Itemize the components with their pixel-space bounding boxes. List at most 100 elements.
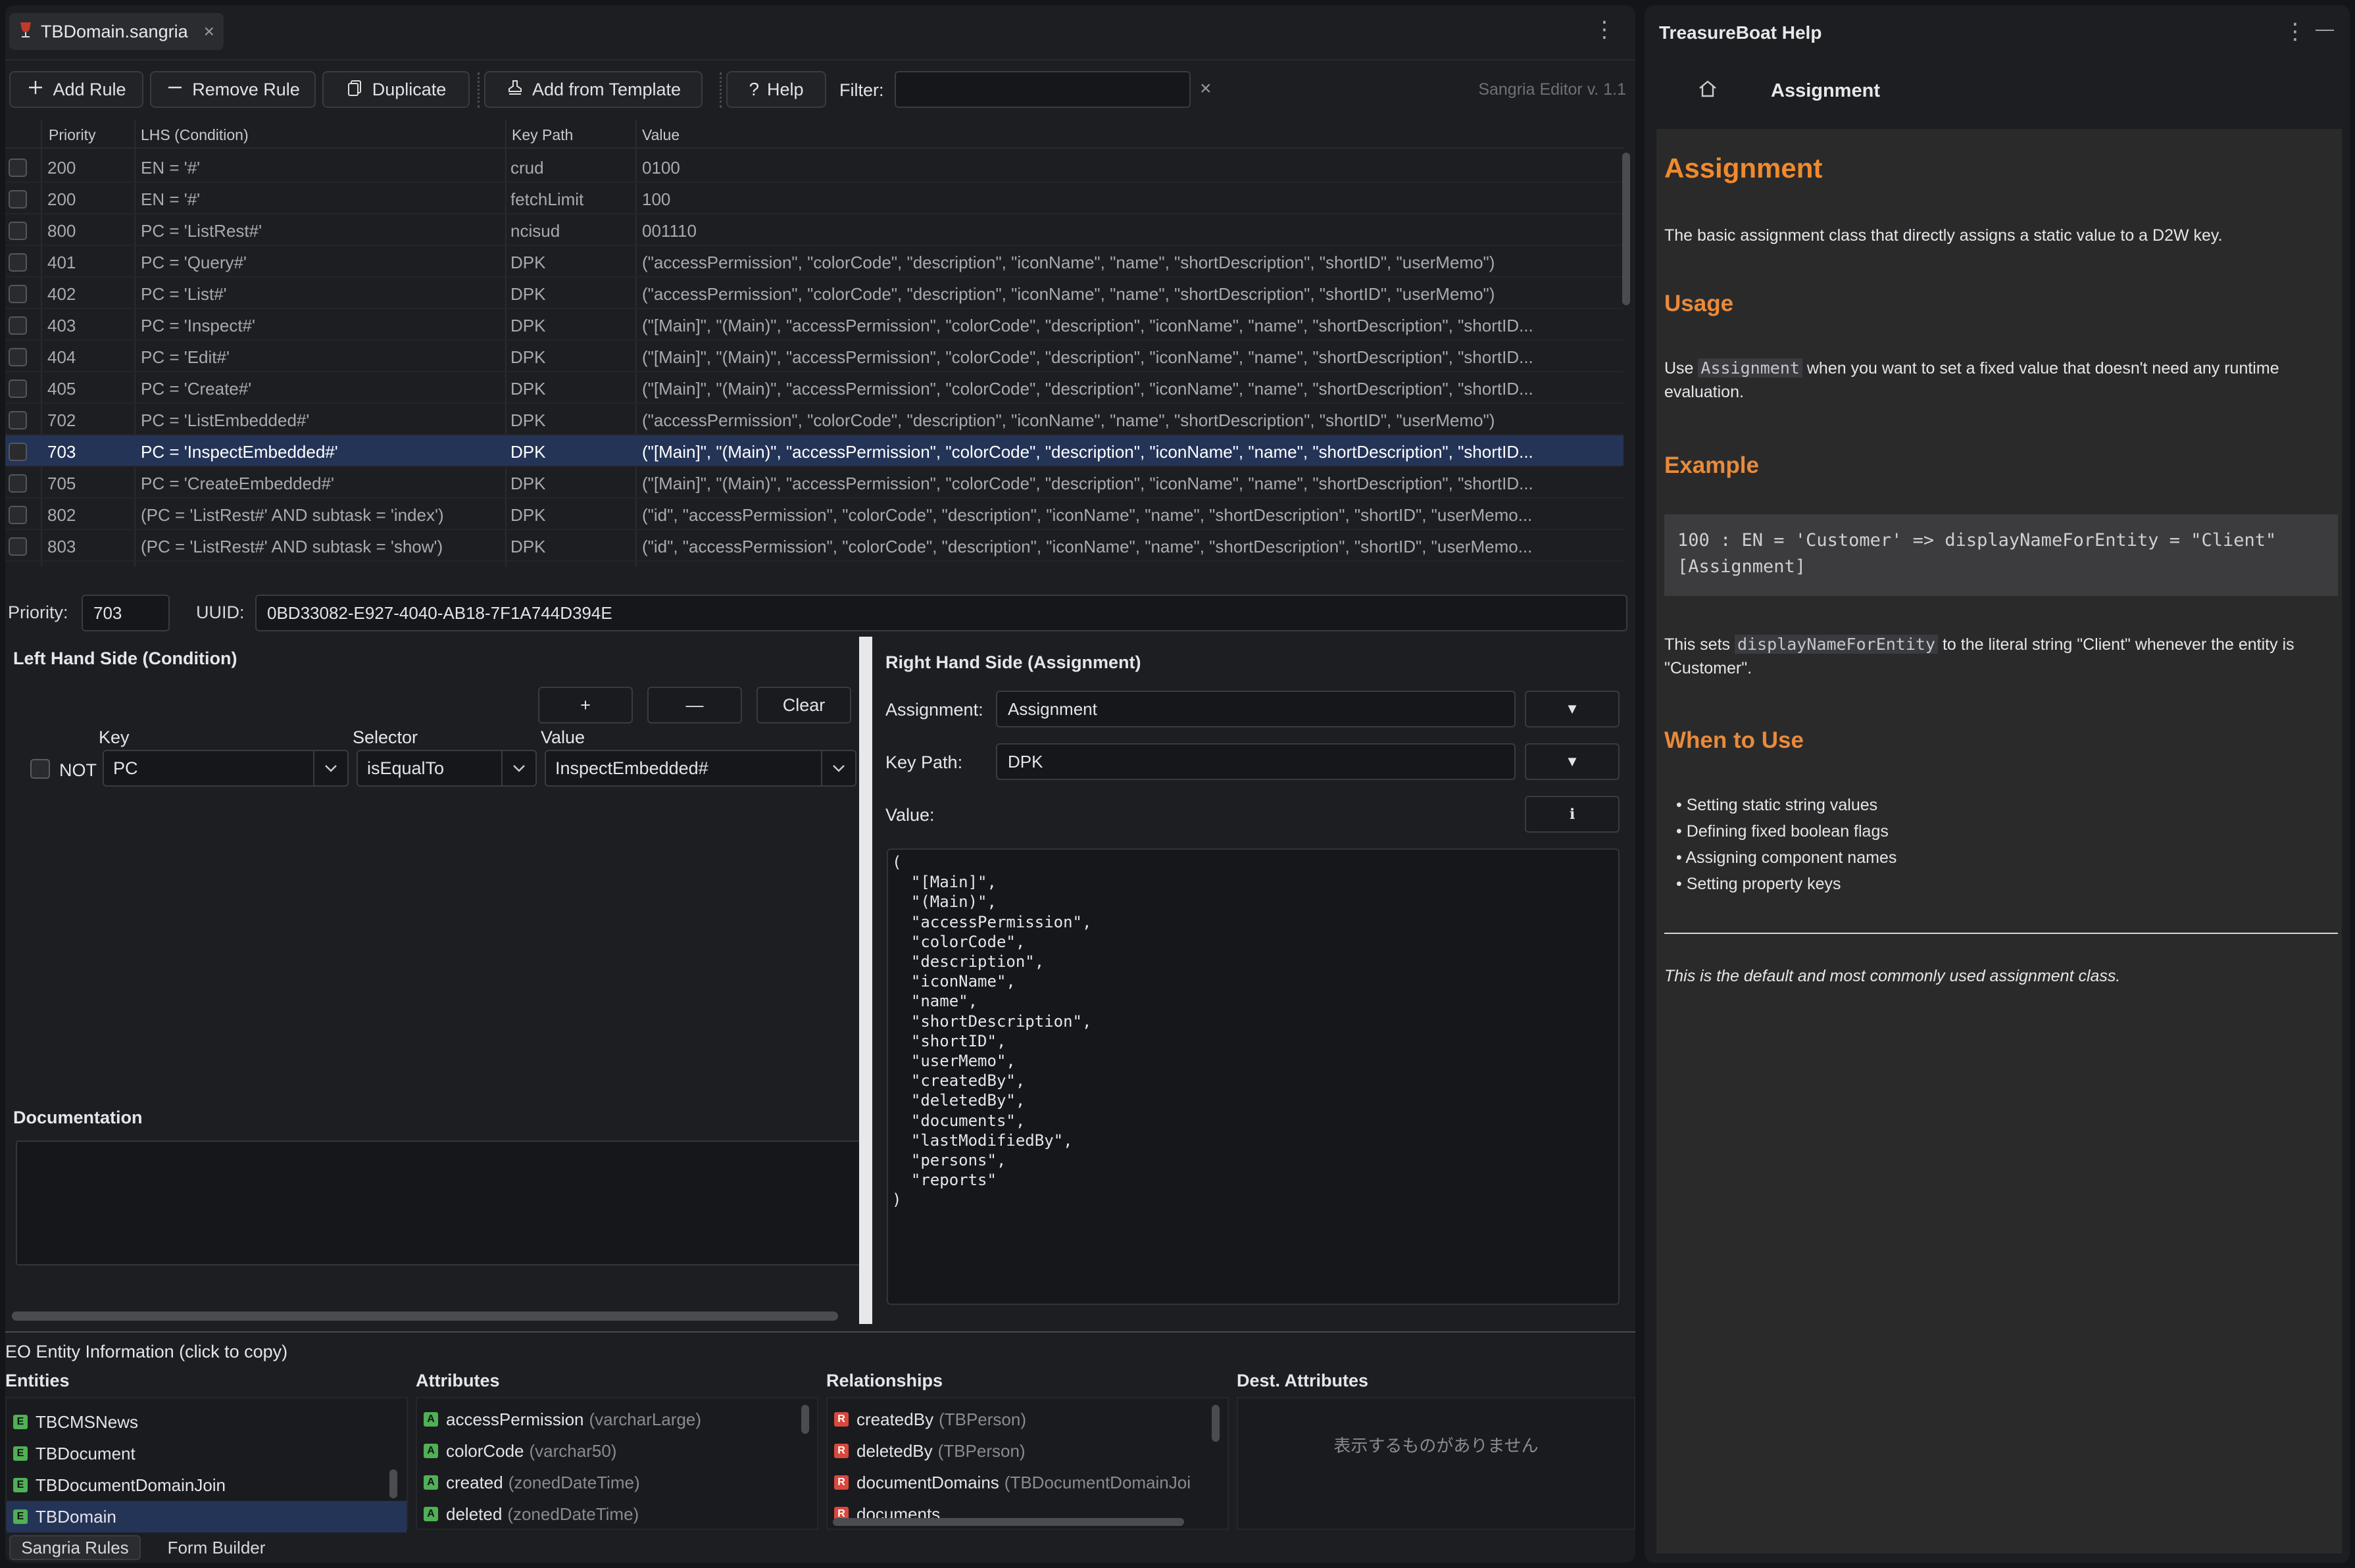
documentation-textarea[interactable]	[16, 1140, 864, 1265]
list-item[interactable]: E TBDocumentDomainJoin	[7, 1469, 407, 1501]
help-heading: Assignment	[1664, 153, 1823, 184]
assignment-field[interactable]: Assignment	[996, 691, 1516, 727]
row-checkbox[interactable]	[9, 190, 27, 208]
info-icon[interactable]: ℹ	[1525, 796, 1620, 833]
not-checkbox[interactable]	[30, 759, 50, 779]
help-menu-icon[interactable]: ⋮	[2284, 19, 2306, 44]
chevron-down-icon[interactable]	[821, 751, 855, 785]
remove-condition-button[interactable]: —	[647, 687, 742, 723]
documentation-label: Documentation	[13, 1108, 143, 1127]
priority-field[interactable]: 703	[82, 595, 170, 631]
row-checkbox[interactable]	[9, 380, 27, 398]
add-condition-button[interactable]: +	[538, 687, 633, 723]
clear-filter-icon[interactable]: ×	[1200, 78, 1212, 99]
column-header-value[interactable]: Value	[642, 126, 680, 143]
row-checkbox[interactable]	[9, 222, 27, 240]
condition-key-combo[interactable]: PC	[103, 750, 349, 787]
help-panel-title: TreasureBoat Help	[1659, 22, 1822, 43]
tab-form-builder[interactable]: Form Builder	[167, 1537, 266, 1557]
keypath-field[interactable]: DPK	[996, 743, 1516, 780]
chevron-down-icon[interactable]	[501, 751, 535, 785]
column-header-priority[interactable]: Priority	[49, 126, 96, 143]
example-code-block: 100 : EN = 'Customer' => displayNameForE…	[1664, 514, 2338, 596]
list-item[interactable]: E TBCMSNews	[7, 1406, 407, 1438]
column-divider	[505, 120, 507, 567]
close-icon[interactable]: ×	[203, 21, 214, 41]
list-item[interactable]: E TBDocument	[7, 1438, 407, 1469]
tab-sangria-rules[interactable]: Sangria Rules	[9, 1535, 141, 1560]
minus-icon	[166, 78, 184, 101]
duplicate-button[interactable]: Duplicate	[322, 71, 470, 108]
remove-rule-button[interactable]: Remove Rule	[150, 71, 316, 108]
table-scrollbar[interactable]	[1622, 153, 1630, 305]
row-checkbox[interactable]	[9, 253, 27, 272]
filter-input[interactable]	[895, 71, 1191, 108]
row-checkbox[interactable]	[9, 443, 27, 461]
row-checkbox[interactable]	[9, 159, 27, 177]
clear-conditions-button[interactable]: Clear	[756, 687, 851, 723]
home-icon[interactable]	[1697, 79, 1718, 102]
table-row[interactable]: 702 PC = 'ListEmbedded#' DPK ("accessPermis…	[5, 404, 1624, 435]
table-row[interactable]: 402 PC = 'List#' DPK ("accessPermission", "…	[5, 278, 1624, 309]
pane-splitter[interactable]	[859, 637, 872, 1324]
row-checkbox[interactable]	[9, 348, 27, 366]
entity-icon: E	[13, 1446, 28, 1461]
condition-value-combo[interactable]: InspectEmbedded#	[545, 750, 856, 787]
row-checkbox[interactable]	[9, 474, 27, 493]
assignment-dropdown-button[interactable]: ▼	[1525, 691, 1620, 727]
condition-selector-combo[interactable]: isEqualTo	[357, 750, 537, 787]
relationships-scrollbar[interactable]	[1212, 1405, 1220, 1442]
table-row[interactable]: 802 (PC = 'ListRest#' AND subtask = 'inde…	[5, 499, 1624, 530]
item-name: created	[446, 1472, 503, 1492]
rules-table: Priority LHS (Condition) Key Path Value …	[5, 120, 1635, 567]
row-checkbox[interactable]	[9, 316, 27, 335]
eo-title[interactable]: EO Entity Information (click to copy)	[5, 1342, 288, 1361]
relationships-horizontal-scrollbar[interactable]	[833, 1518, 1184, 1526]
column-header-lhs[interactable]: LHS (Condition)	[141, 126, 249, 143]
value-textarea[interactable]: ( "[Main]", "(Main)", "accessPermission"…	[887, 848, 1620, 1305]
help-intro: The basic assignment class that directly…	[1664, 226, 2223, 245]
lhs-horizontal-scrollbar[interactable]	[12, 1311, 838, 1321]
table-row[interactable]: 404 PC = 'Edit#' DPK ("[Main]", "(Main)", "…	[5, 341, 1624, 372]
table-row[interactable]: 703 PC = 'InspectEmbedded#' DPK ("[Main]", …	[5, 435, 1624, 467]
list-item[interactable]: E TBDomain	[7, 1501, 407, 1532]
chevron-down-icon[interactable]	[313, 751, 347, 785]
table-row[interactable]: 403 PC = 'Inspect#' DPK ("[Main]", "(Main)"…	[5, 309, 1624, 341]
item-type: (varchar50)	[529, 1440, 617, 1461]
cell-lhs: EN = '#'	[141, 189, 201, 209]
row-checkbox[interactable]	[9, 285, 27, 303]
file-tab[interactable]: TBDomain.sangria ×	[9, 13, 224, 50]
uuid-field[interactable]: 0BD33082-E927-4040-AB18-7F1A744D394E	[255, 595, 1627, 631]
item-type: (varcharLarge)	[589, 1409, 702, 1429]
table-row[interactable]: 405 PC = 'Create#' DPK ("[Main]", "(Main)",…	[5, 372, 1624, 404]
add-from-template-button[interactable]: Add from Template	[484, 71, 703, 108]
column-header-keypath[interactable]: Key Path	[512, 126, 574, 143]
table-row[interactable]: 200 EN = '#' crud 0100	[5, 151, 1624, 183]
row-checkbox[interactable]	[9, 506, 27, 524]
row-checkbox[interactable]	[9, 537, 27, 556]
table-row[interactable]: 200 EN = '#' fetchLimit 100	[5, 183, 1624, 214]
row-checkbox[interactable]	[9, 411, 27, 429]
table-row[interactable]: 705 PC = 'CreateEmbedded#' DPK ("[Main]", "…	[5, 467, 1624, 499]
keypath-dropdown-button[interactable]: ▼	[1525, 743, 1620, 780]
relationships-header: Relationships	[826, 1371, 943, 1390]
table-row[interactable]: 401 PC = 'Query#' DPK ("accessPermission", …	[5, 246, 1624, 278]
table-row[interactable]: 800 PC = 'ListRest#' ncisud 001110	[5, 214, 1624, 246]
cell-priority: 702	[47, 410, 76, 430]
help-divider	[1664, 933, 2338, 934]
entities-scrollbar[interactable]	[389, 1469, 397, 1498]
help-button[interactable]: ? Help	[726, 71, 826, 108]
attributes-scrollbar[interactable]	[801, 1405, 809, 1434]
minimize-icon[interactable]: —	[2316, 18, 2334, 39]
cell-priority: 800	[47, 221, 76, 241]
table-row[interactable]: 803 (PC = 'ListRest#' AND subtask = 'show…	[5, 530, 1624, 562]
editor-menu-icon[interactable]: ⋮	[1593, 17, 1616, 42]
add-rule-button[interactable]: Add Rule	[9, 71, 143, 108]
